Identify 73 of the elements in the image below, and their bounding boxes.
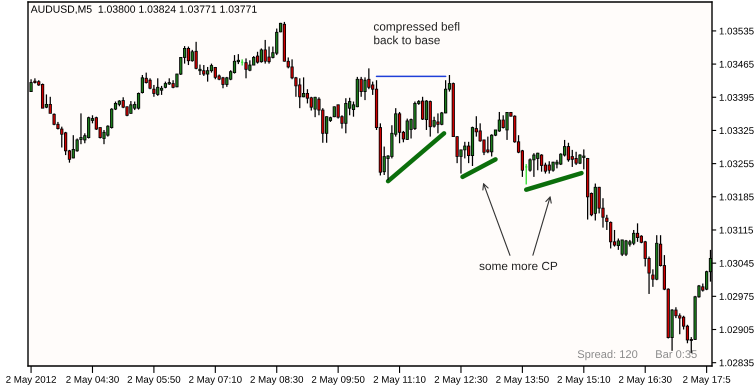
- candlestick: [624, 239, 628, 257]
- y-tick-label: 1.03325: [720, 127, 754, 134]
- candlestick: [528, 158, 532, 172]
- candlestick: [486, 136, 490, 154]
- candlestick: [72, 134, 75, 160]
- candlestick: [574, 151, 578, 166]
- candlestick: [194, 41, 198, 70]
- candlestick: [620, 238, 624, 257]
- candlestick: [463, 141, 466, 160]
- x-tick-label: 2 May 15:10: [558, 376, 610, 385]
- annotation: Bar 0:35: [656, 350, 697, 358]
- chart-title: AUDUSD,M5 1.03800 1.03824 1.03771 1.03771: [30, 5, 257, 14]
- y-tick-label: 1.03395: [720, 94, 754, 101]
- candlestick: [498, 111, 501, 132]
- candlestick: [344, 98, 348, 134]
- annotation: compressed befl back to base: [374, 22, 460, 44]
- candlestick: [186, 46, 190, 66]
- candlestick: [202, 64, 206, 77]
- candlestick: [551, 161, 555, 172]
- candlestick: [398, 111, 402, 144]
- candlestick: [156, 78, 160, 96]
- candlestick: [160, 85, 164, 96]
- x-tick-label: 2 May 11:10: [374, 376, 426, 385]
- candlestick: [636, 222, 640, 242]
- candlestick: [532, 152, 536, 178]
- x-tick-label: 2 May 05:50: [128, 376, 180, 385]
- candlestick: [256, 51, 260, 64]
- candlestick: [302, 76, 306, 98]
- candlestick: [244, 58, 248, 79]
- candlestick: [221, 76, 225, 89]
- candlestick: [570, 149, 574, 168]
- x-tick-label: 2 May 04:30: [66, 376, 119, 385]
- candlestick: [129, 100, 132, 114]
- candlestick: [490, 134, 494, 158]
- candlestick: [314, 96, 317, 118]
- y-tick-label: 1.03255: [720, 160, 754, 168]
- candlestick: [198, 64, 202, 76]
- candlestick: [248, 60, 252, 72]
- y-tick-label: 1.02905: [720, 326, 754, 334]
- y-tick-label: 1.03045: [720, 260, 754, 267]
- x-tick-label: 2 May 16:30: [618, 376, 672, 385]
- x-tick-label: 2 May 12:30: [434, 376, 488, 385]
- x-tick-label: 2 May 07:10: [189, 376, 242, 385]
- candlestick: [264, 39, 267, 64]
- candlestick: [152, 84, 156, 98]
- x-tick-label: 2 May 09:50: [312, 376, 365, 385]
- candlestick: [548, 160, 551, 174]
- candlestick: [406, 118, 409, 141]
- candlestick: [298, 78, 302, 109]
- candlestick: [140, 74, 144, 94]
- candlestick: [87, 116, 90, 140]
- candlestick: [420, 96, 424, 121]
- candlestick: [102, 129, 106, 145]
- candlestick: [540, 154, 544, 172]
- candlestick: [206, 66, 210, 82]
- x-tick-label: 2 May 08:30: [250, 376, 304, 385]
- y-tick-label: 1.02975: [720, 293, 754, 300]
- annotation: some more CP: [479, 262, 558, 270]
- x-tick-label: 2 May 2012: [6, 376, 56, 385]
- y-tick-label: 1.02835: [720, 359, 754, 366]
- y-tick-label: 1.03465: [720, 60, 754, 68]
- candlestick: [136, 92, 140, 110]
- candlestick: [214, 66, 217, 80]
- candlestick: [436, 112, 440, 134]
- y-tick-label: 1.03185: [720, 194, 754, 200]
- y-tick-label: 1.03115: [720, 226, 753, 234]
- y-tick-label: 1.03535: [720, 28, 754, 35]
- x-tick-label: 2 May 17:5: [683, 376, 730, 385]
- candlestick: [505, 112, 509, 141]
- candlestick: [502, 114, 505, 130]
- candlestick: [40, 82, 44, 109]
- annotation: Spread: 120: [578, 350, 638, 360]
- x-tick-label: 2 May 13:50: [496, 376, 549, 385]
